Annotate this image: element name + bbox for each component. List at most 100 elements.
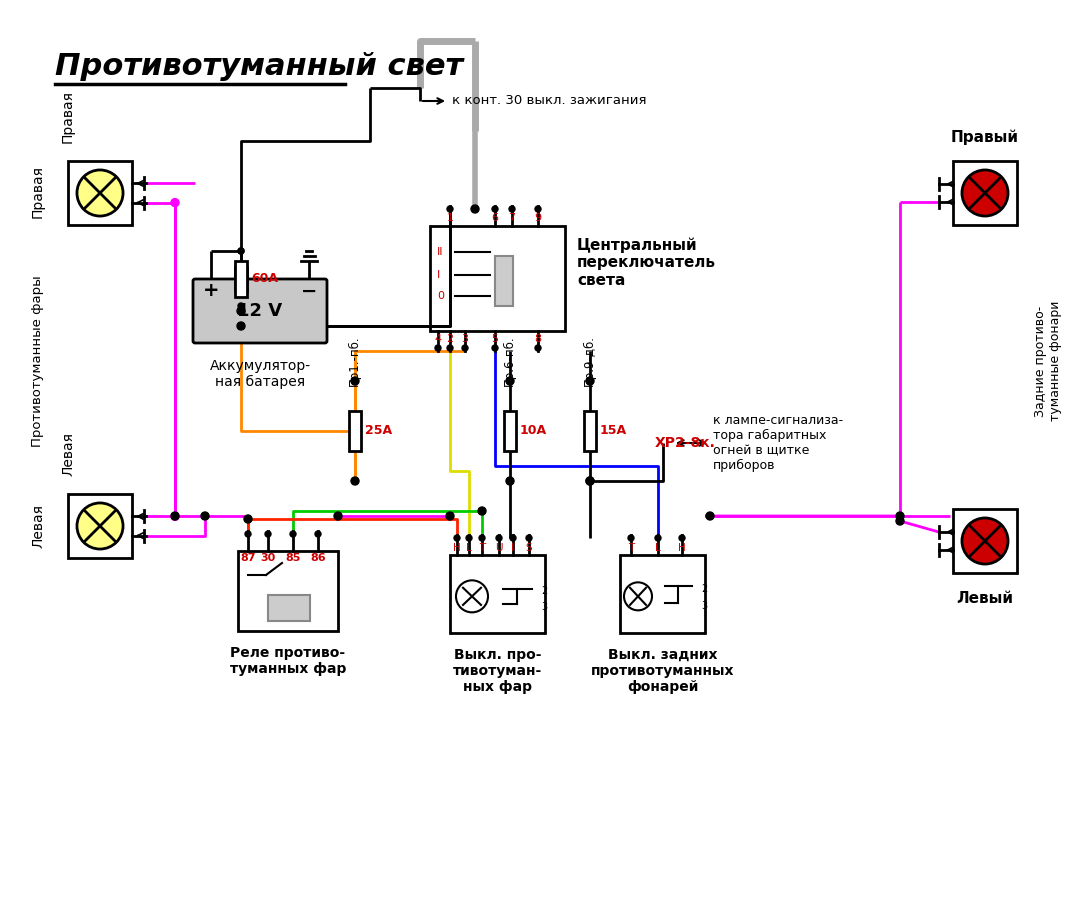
Circle shape	[535, 206, 541, 212]
Bar	[238, 551, 338, 631]
Text: Пр1.-пб.: Пр1.-пб.	[348, 335, 361, 386]
Text: 15А: 15А	[600, 425, 627, 437]
Circle shape	[201, 512, 210, 520]
Circle shape	[896, 512, 904, 520]
Text: Выкл. задних
противотуманных
фонарей: Выкл. задних противотуманных фонарей	[591, 648, 734, 694]
Text: 1: 1	[446, 213, 454, 223]
Circle shape	[588, 478, 593, 484]
Text: Задние противо-
туманные фонари: Задние противо- туманные фонари	[1034, 301, 1062, 421]
Circle shape	[478, 507, 486, 515]
Text: 2: 2	[446, 334, 454, 344]
Circle shape	[586, 477, 594, 485]
Circle shape	[706, 512, 714, 520]
Text: Противотуманный свет: Противотуманный свет	[55, 52, 463, 81]
Circle shape	[654, 535, 661, 541]
Text: Центральный
переключатель
света: Центральный переключатель света	[577, 238, 716, 288]
Text: Правая: Правая	[31, 165, 45, 218]
Bar	[268, 595, 310, 621]
Circle shape	[77, 503, 123, 549]
Text: H: H	[454, 543, 461, 553]
Circle shape	[244, 515, 252, 523]
Bar	[349, 411, 361, 451]
Bar	[235, 267, 247, 291]
Circle shape	[351, 377, 359, 385]
Circle shape	[509, 206, 515, 212]
Text: 8: 8	[535, 334, 541, 344]
Text: Правая: Правая	[60, 90, 75, 143]
Circle shape	[238, 248, 244, 254]
Text: 4: 4	[434, 334, 442, 344]
Circle shape	[507, 477, 514, 485]
Text: 3: 3	[461, 334, 469, 344]
Circle shape	[351, 477, 359, 485]
Circle shape	[510, 535, 516, 541]
Circle shape	[526, 535, 532, 541]
Text: I: I	[437, 271, 441, 281]
Circle shape	[492, 345, 498, 351]
Circle shape	[352, 478, 357, 484]
Circle shape	[77, 170, 123, 216]
Text: 7: 7	[509, 213, 515, 223]
Circle shape	[492, 206, 498, 212]
Text: I: I	[512, 543, 514, 553]
Circle shape	[586, 377, 594, 385]
Circle shape	[454, 535, 460, 541]
Circle shape	[171, 512, 179, 520]
Text: 2: 2	[701, 584, 707, 594]
Text: Левая: Левая	[31, 504, 45, 548]
Text: 60А: 60А	[251, 272, 278, 285]
Text: к конт. 30 выкл. зажигания: к конт. 30 выкл. зажигания	[453, 95, 647, 107]
Circle shape	[896, 517, 904, 525]
Circle shape	[462, 345, 468, 351]
Text: 6: 6	[491, 213, 499, 223]
Text: 30: 30	[260, 553, 275, 563]
Circle shape	[679, 535, 685, 541]
Circle shape	[496, 535, 502, 541]
Bar	[495, 256, 513, 306]
Text: 85: 85	[285, 553, 300, 563]
FancyBboxPatch shape	[193, 279, 327, 343]
Circle shape	[962, 518, 1008, 564]
Text: H: H	[678, 543, 686, 553]
Bar	[235, 261, 247, 296]
Text: Пр.6-пб.: Пр.6-пб.	[502, 335, 515, 386]
Circle shape	[627, 535, 634, 541]
Text: L: L	[656, 543, 661, 553]
Circle shape	[480, 535, 485, 541]
Circle shape	[507, 377, 514, 385]
Text: 3: 3	[541, 602, 548, 612]
Bar	[584, 411, 596, 451]
Text: L: L	[467, 543, 472, 553]
Circle shape	[471, 205, 480, 213]
Circle shape	[435, 345, 441, 351]
Circle shape	[507, 378, 513, 384]
Circle shape	[237, 307, 245, 315]
Circle shape	[447, 206, 453, 212]
Circle shape	[586, 477, 594, 485]
Text: 5: 5	[491, 334, 499, 344]
Text: ХР2-8к.: ХР2-8к.	[654, 436, 716, 450]
Text: Аккумулятор-
ная батарея: Аккумулятор- ная батарея	[210, 359, 311, 389]
Text: Правый: Правый	[951, 129, 1020, 145]
Text: S: S	[526, 543, 532, 553]
Bar	[504, 411, 516, 451]
Text: 9: 9	[535, 213, 541, 223]
Bar	[620, 555, 705, 633]
Circle shape	[962, 170, 1008, 216]
Bar	[953, 161, 1017, 225]
Text: Выкл. про-
тивотуман-
ных фар: Выкл. про- тивотуман- ных фар	[453, 648, 542, 694]
Text: 86: 86	[310, 553, 326, 563]
Text: II: II	[437, 247, 444, 257]
Text: Реле противо-
туманных фар: Реле противо- туманных фар	[230, 646, 347, 676]
Text: 12 V: 12 V	[238, 302, 283, 320]
Circle shape	[245, 531, 251, 537]
Text: Левый: Левый	[957, 591, 1013, 606]
Text: T: T	[478, 543, 485, 553]
Circle shape	[447, 345, 453, 351]
Circle shape	[507, 478, 513, 484]
Circle shape	[465, 535, 472, 541]
Bar	[953, 509, 1017, 573]
Text: +: +	[203, 281, 219, 301]
Text: 10А: 10А	[519, 425, 548, 437]
Bar	[68, 494, 132, 558]
